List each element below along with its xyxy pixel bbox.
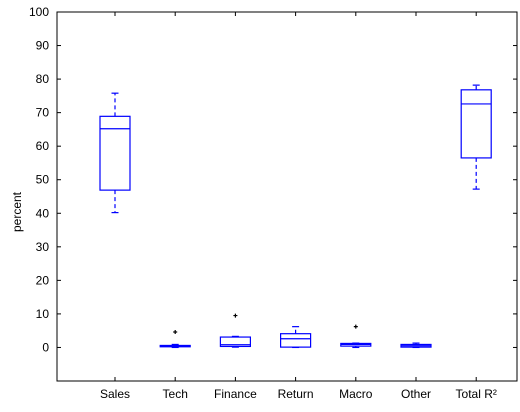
x-tick-label: Macro (339, 387, 373, 401)
x-tick-label: Total R² (456, 387, 497, 401)
y-tick-label: 70 (36, 106, 50, 120)
y-axis-label: percent (10, 191, 24, 232)
y-tick-label: 40 (36, 206, 50, 220)
box-series (99, 84, 492, 349)
box-other (400, 342, 432, 349)
outlier-point (233, 313, 238, 318)
box-iqr (460, 89, 492, 159)
x-tick-label: Other (401, 387, 431, 401)
x-tick-label: Tech (163, 387, 188, 401)
x-tick-label: Finance (214, 387, 257, 401)
y-tick-label: 20 (36, 273, 50, 287)
plot-area (56, 11, 518, 382)
box-iqr (219, 336, 251, 348)
y-tick-label: 80 (36, 72, 50, 86)
box-total-r (460, 84, 492, 190)
box-finance (219, 313, 251, 348)
outlier-point (353, 324, 358, 329)
y-tick-label: 0 (42, 340, 49, 354)
box-iqr (280, 333, 312, 348)
y-tick-label: 10 (36, 307, 50, 321)
y-tick-label: 30 (36, 240, 50, 254)
outlier-point (173, 330, 178, 335)
box-sales (99, 92, 131, 214)
box-iqr (99, 115, 131, 191)
axis-ticks: 0 10 20 30 40 50 60 70 80 90 100 Sales Tech Finance Re… (29, 5, 517, 401)
y-tick-label: 60 (36, 139, 50, 153)
x-tick-label: Return (278, 387, 314, 401)
box-return (280, 326, 312, 349)
y-tick-label: 50 (36, 173, 50, 187)
y-tick-label: 100 (29, 5, 49, 19)
x-tick-label: Sales (100, 387, 130, 401)
box-tech (159, 330, 191, 349)
y-tick-label: 90 (36, 39, 50, 53)
box-macro (340, 324, 372, 349)
